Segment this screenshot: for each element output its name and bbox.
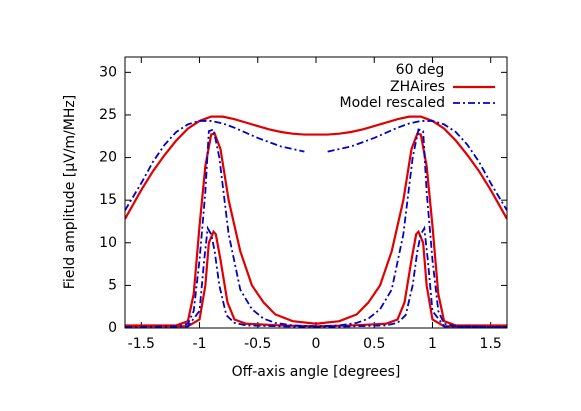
series-line [125, 225, 507, 328]
x-axis-label: Off-axis angle [degrees] [232, 364, 401, 380]
y-tick-label: 5 [108, 277, 117, 293]
x-tick-label: 1 [428, 336, 437, 352]
y-tick-label: 15 [99, 192, 117, 208]
plot-frame [124, 56, 508, 329]
series-line [125, 120, 507, 211]
y-tick-label: 10 [99, 235, 117, 251]
x-tick-label: 0.5 [363, 336, 385, 352]
y-tick-label: 25 [99, 107, 117, 123]
series-line [125, 132, 507, 327]
y-tick-label: 20 [99, 150, 117, 166]
y-tick-label: 0 [108, 320, 117, 336]
x-tick-label: -0.5 [244, 336, 271, 352]
x-tick-label: -1.5 [128, 336, 155, 352]
y-tick-label: 30 [99, 64, 117, 80]
legend-label: ZHAires [390, 79, 445, 95]
x-tick-label: 1.5 [480, 336, 502, 352]
series-line [125, 229, 507, 328]
series-line [125, 115, 507, 220]
x-tick-label: 0 [312, 336, 321, 352]
y-axis-label: Field amplitude [μV/m/MHz] [62, 95, 78, 289]
legend-title: 60 deg [396, 62, 445, 78]
series-line [125, 128, 507, 328]
x-tick-label: -1 [193, 336, 207, 352]
legend-label: Model rescaled [339, 95, 445, 111]
